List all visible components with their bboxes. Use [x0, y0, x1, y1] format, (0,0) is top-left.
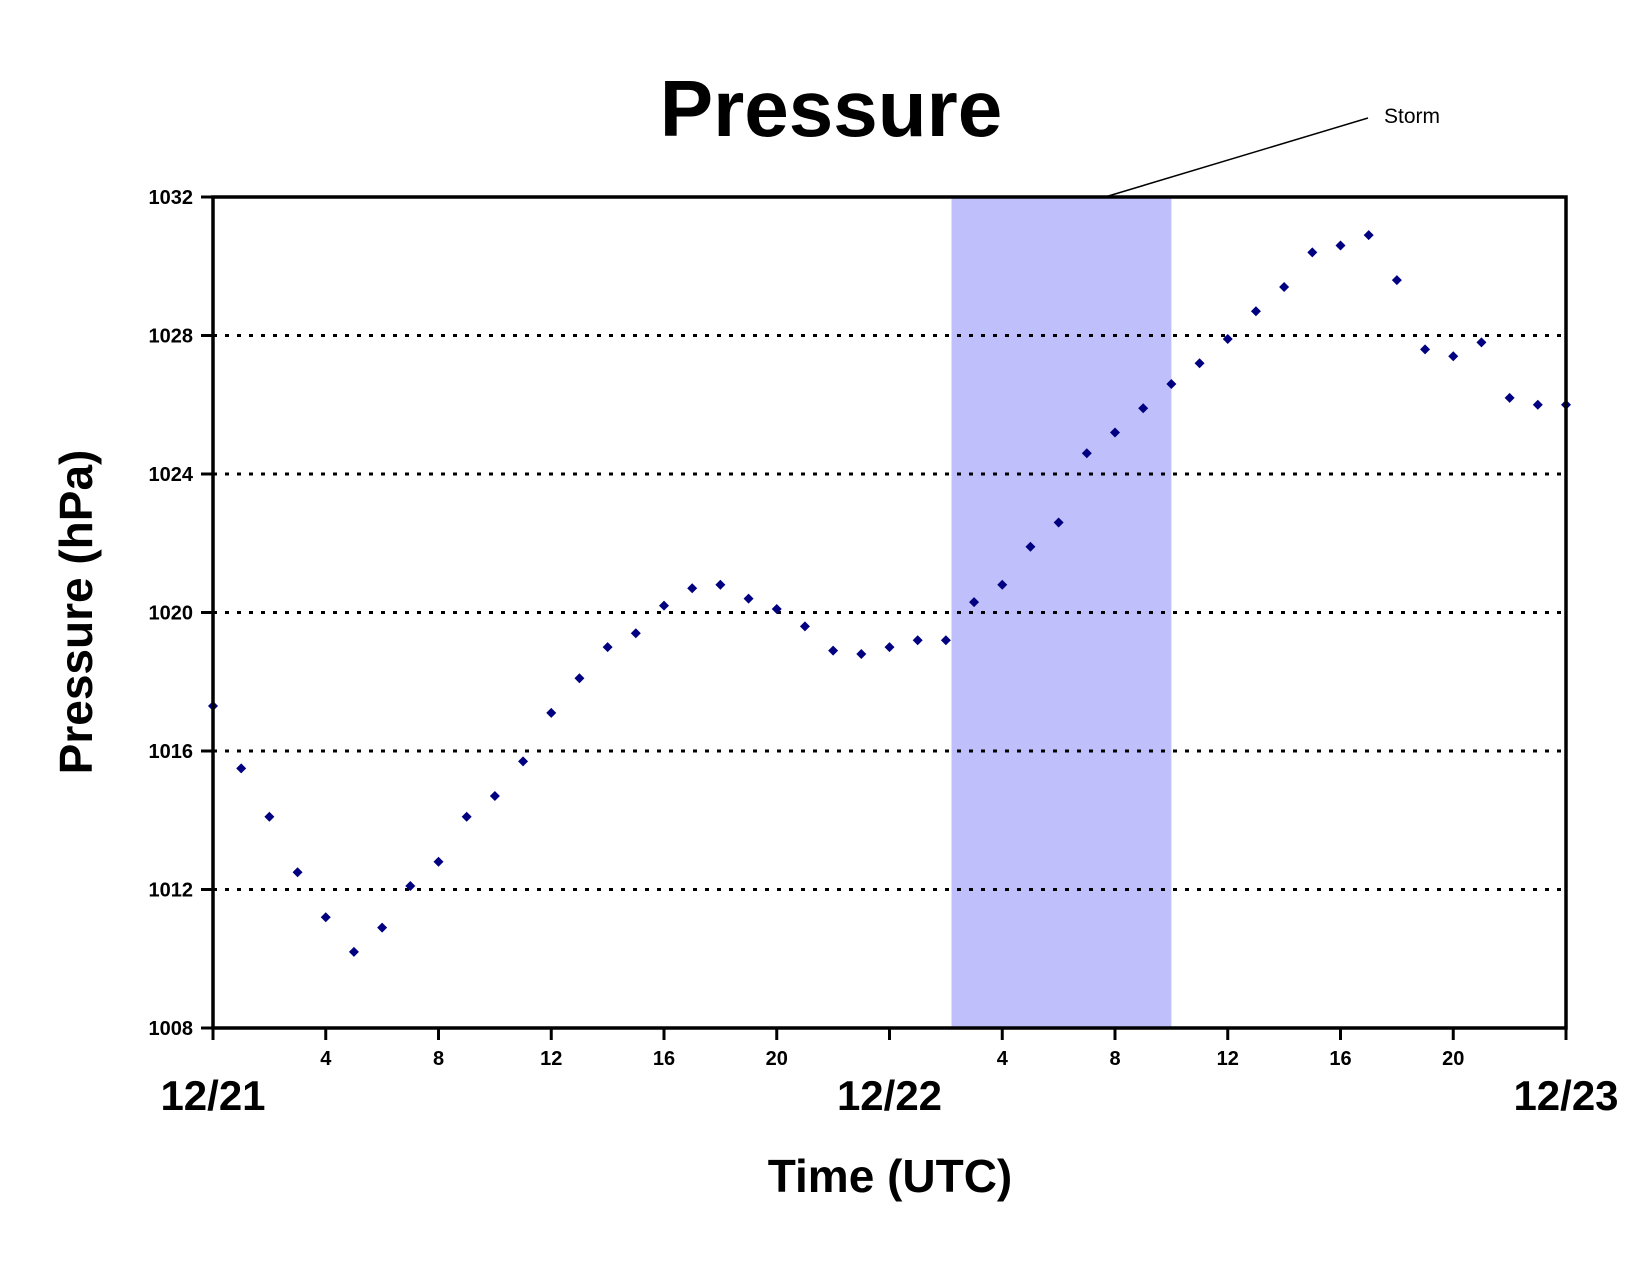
data-point: [377, 922, 388, 933]
x-tick-label: 8: [433, 1048, 444, 1070]
data-point: [1532, 399, 1543, 410]
data-point: [630, 628, 641, 639]
data-point: [1194, 358, 1205, 369]
data-point: [461, 811, 472, 822]
data-point: [405, 881, 416, 892]
chart-title: Pressure: [660, 64, 1002, 153]
data-point: [292, 867, 303, 878]
data-point: [236, 763, 247, 774]
data-point: [320, 912, 331, 923]
x-tick-label: 8: [1109, 1048, 1120, 1070]
data-point: [433, 856, 444, 867]
y-tick-label: 1012: [149, 880, 194, 902]
data-point: [799, 621, 810, 632]
x-axis-ticks: 4 8 12 16 20 4 8 12 16 20 12/21 12/22 12/23: [160, 1028, 1619, 1119]
data-point: [1222, 333, 1233, 344]
x-axis-title: Time (UTC): [768, 1150, 1013, 1202]
y-tick-label: 1020: [149, 603, 194, 625]
data-point: [1391, 275, 1402, 286]
data-point: [828, 645, 839, 656]
data-point: [687, 583, 698, 594]
x-tick-label: 4: [320, 1048, 332, 1070]
data-point: [743, 593, 754, 604]
y-tick-label: 1028: [149, 326, 194, 348]
data-point: [1363, 230, 1374, 241]
data-point: [884, 642, 895, 653]
data-point: [1250, 306, 1261, 317]
data-point: [518, 756, 529, 767]
x-tick-label: 16: [653, 1048, 675, 1070]
plot-frame: [211, 195, 1568, 1030]
data-point: [940, 635, 951, 646]
x-date-label: 12/22: [837, 1072, 942, 1119]
y-axis-ticks: 1008 1012 1016 1020 1024 1028 1032: [149, 187, 213, 1040]
data-point: [348, 946, 359, 957]
data-point: [997, 579, 1008, 590]
data-point: [912, 635, 923, 646]
x-tick-label: 4: [997, 1048, 1009, 1070]
data-point: [1504, 392, 1515, 403]
data-point: [489, 791, 500, 802]
y-tick-label: 1016: [149, 741, 194, 763]
data-point: [546, 707, 557, 718]
x-date-label: 12/23: [1513, 1072, 1618, 1119]
data-points: [208, 230, 1571, 957]
data-point: [969, 597, 980, 608]
y-tick-label: 1024: [149, 464, 194, 486]
data-point: [574, 673, 585, 684]
data-point: [1166, 378, 1177, 389]
data-point: [1110, 427, 1120, 438]
storm-leader-line: [1104, 117, 1369, 198]
data-point: [1279, 282, 1290, 293]
data-point: [715, 579, 726, 590]
data-point: [264, 811, 275, 822]
gridlines: [213, 334, 1566, 891]
data-point: [771, 604, 782, 615]
data-point: [1025, 541, 1036, 552]
x-tick-label: 12: [1217, 1048, 1239, 1070]
data-point: [659, 600, 669, 611]
data-point: [856, 649, 867, 660]
x-tick-label: 20: [1442, 1048, 1464, 1070]
data-point: [1476, 337, 1487, 348]
data-point: [602, 642, 613, 653]
data-point: [1307, 247, 1318, 258]
x-tick-label: 16: [1329, 1048, 1351, 1070]
y-tick-label: 1008: [149, 1018, 194, 1040]
x-tick-label: 12: [540, 1048, 562, 1070]
data-point: [1081, 448, 1092, 459]
y-tick-label: 1032: [149, 187, 194, 209]
data-point: [1335, 240, 1346, 251]
data-point: [1448, 351, 1459, 362]
x-tick-label: 20: [766, 1048, 788, 1070]
storm-highlight-band: [951, 197, 1172, 1028]
y-axis-title: Pressure (hPa): [50, 450, 102, 775]
x-date-label: 12/21: [160, 1072, 265, 1119]
data-point: [1138, 403, 1149, 414]
data-point: [1053, 517, 1064, 528]
storm-annotation: Storm: [1384, 105, 1440, 128]
data-point: [1420, 344, 1431, 355]
